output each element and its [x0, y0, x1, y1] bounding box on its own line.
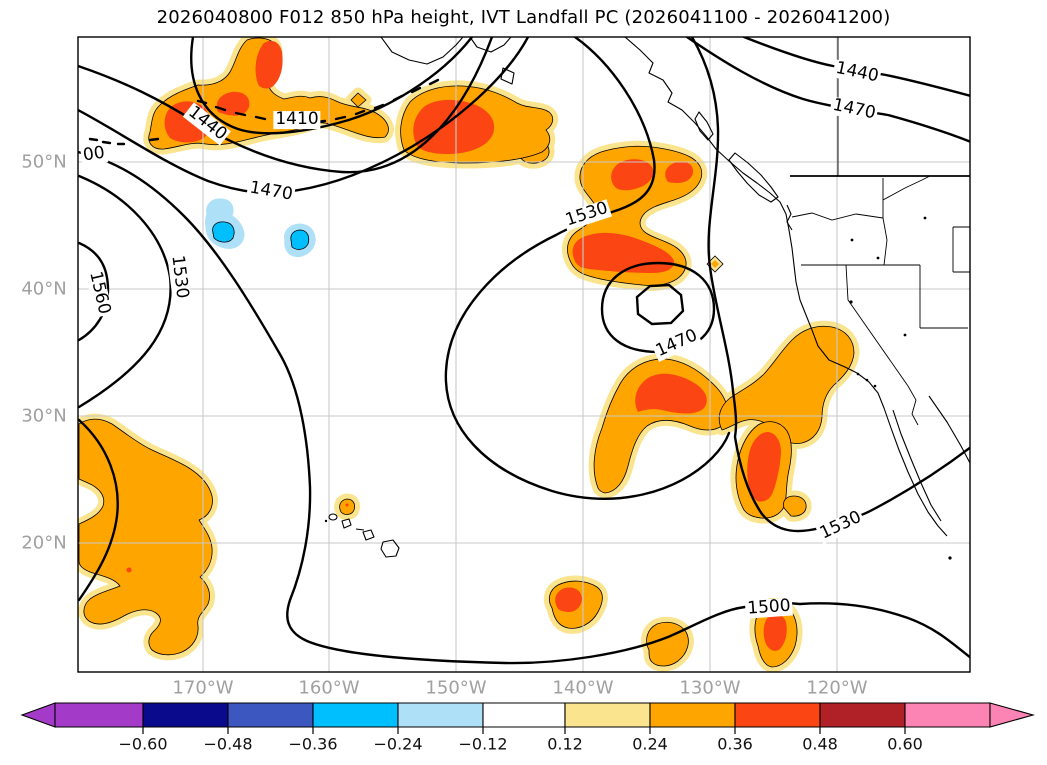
- shade-red-bc-b: [665, 161, 694, 183]
- island-hawaii-big: [380, 539, 400, 558]
- contour-label-1500-9: 1500: [744, 595, 794, 619]
- shade-red-bc-a: [611, 159, 654, 191]
- coast-vancouver-island: [728, 152, 779, 203]
- island-molokai: [355, 528, 365, 531]
- lon-tick-170°W: 170°W: [172, 677, 234, 699]
- shade-red-hawaii-dot: [345, 503, 349, 507]
- contour-southwest-arc: [78, 418, 119, 602]
- shade-orange-sw: [78, 418, 213, 656]
- lake-tahoe-dot: [849, 300, 853, 304]
- island-maui: [362, 529, 375, 541]
- shade-red-offshore: [747, 432, 781, 502]
- lon-tick-160°W: 160°W: [298, 677, 360, 699]
- island-niihau: [324, 519, 328, 523]
- shade-orange-small1: [783, 495, 807, 517]
- colorbar-tick-label-0.60: 0.60: [887, 734, 923, 754]
- colorbar-segment-5: [482, 702, 566, 728]
- contour-low-center-octagon: [635, 283, 685, 326]
- lat-tick-40°N: 40°N: [21, 278, 67, 300]
- contour-label-1410-2: 1410: [273, 109, 321, 130]
- shade-orange-diamond1: [350, 92, 367, 108]
- lon-tick-120°W: 120°W: [806, 677, 868, 699]
- lake-dot-3: [923, 216, 927, 220]
- contour-label-00-0: 00: [80, 142, 108, 166]
- shade-red-trop1: [555, 587, 582, 613]
- island-oahu: [341, 518, 352, 529]
- colorbar: [20, 702, 1036, 734]
- coast-alaska-2: [469, 37, 512, 53]
- contour-1440-west: [78, 37, 494, 174]
- colorbar-segment-8: [734, 702, 821, 728]
- map-dot-5: [948, 556, 952, 560]
- colorbar-tick-label-0.24: 0.24: [632, 734, 668, 754]
- contour-1410-trough: [190, 37, 474, 135]
- colorbar-segment-6: [564, 702, 651, 728]
- shade-red-aleutian-c: [255, 40, 283, 89]
- border-wa-or: [791, 212, 884, 221]
- colorbar-tick-label-0.48: 0.48: [802, 734, 838, 754]
- border-inset-box: [952, 226, 970, 273]
- shade-orange-diamond2: [711, 260, 719, 268]
- contour-1470-low-oval: [600, 261, 716, 354]
- coast-alaska-1: [380, 37, 464, 65]
- colorbar-tick-label-−0.12: −0.12: [458, 734, 508, 754]
- colorbar-segment-4: [397, 702, 484, 728]
- shade-red-subtrop: [635, 373, 707, 414]
- colorbar-tick-label-−0.24: −0.24: [373, 734, 423, 754]
- contour-1500-long: [78, 150, 970, 665]
- colorbar-segment-7: [649, 702, 736, 728]
- channel-island-1: [856, 372, 860, 376]
- contour-1470-northeast: [685, 37, 970, 143]
- shade-cyan-1: [212, 221, 235, 243]
- colorbar-segment-3: [312, 702, 399, 728]
- colorbar-tick-label-0.36: 0.36: [717, 734, 753, 754]
- island-kauai: [328, 513, 338, 521]
- channel-island-2: [865, 378, 869, 382]
- coast-gulf-california: [892, 409, 942, 522]
- lat-tick-50°N: 50°N: [21, 151, 67, 173]
- chart-title: 2026040800 F012 850 hPa height, IVT Land…: [156, 7, 891, 28]
- coast-west-coast: [624, 37, 948, 537]
- lon-tick-130°W: 130°W: [679, 677, 741, 699]
- coast-kodiak: [500, 67, 515, 85]
- contour-1530-spiral: [444, 37, 731, 500]
- lon-tick-140°W: 140°W: [552, 677, 614, 699]
- coastline-layer: [88, 37, 970, 560]
- colorbar-segment-0: [54, 702, 144, 728]
- colorbar-segment-1: [142, 702, 229, 728]
- shade-orange-hawaii: [339, 498, 355, 515]
- colorbar-tick-label-−0.36: −0.36: [288, 734, 338, 754]
- map-frame: [77, 36, 971, 673]
- shade-cyan-2: [290, 229, 310, 250]
- lat-tick-30°N: 30°N: [21, 405, 67, 427]
- shaded-field-layer: [78, 37, 860, 672]
- border-id-mt: [882, 175, 931, 201]
- lake-dot-2: [876, 256, 880, 260]
- border-az-ca-river: [907, 385, 919, 426]
- colorbar-tick-label-0.12: 0.12: [547, 734, 583, 754]
- channel-island-3: [873, 384, 877, 388]
- graticule: [78, 37, 970, 672]
- colorbar-tick-label-−0.60: −0.60: [118, 734, 168, 754]
- colorbar-tick-label-−0.48: −0.48: [203, 734, 253, 754]
- shade-red-trop3: [763, 613, 787, 651]
- colorbar-segment-2: [227, 702, 314, 728]
- coast-puget-sound: [786, 204, 793, 231]
- coast-haida-gwaii: [694, 111, 714, 141]
- lake-dot-4: [903, 333, 907, 337]
- border-or-id: [882, 217, 888, 266]
- shade-red-sw-dot: [126, 567, 132, 573]
- lat-tick-20°N: 20°N: [21, 532, 67, 554]
- colorbar-segment-10: [904, 702, 991, 728]
- lake-dot-1: [850, 238, 854, 242]
- border-ca-nv: [845, 264, 909, 387]
- colorbar-left-arrow: [20, 702, 56, 728]
- colorbar-right-arrow: [989, 702, 1036, 728]
- shade-red-nwpac: [413, 99, 495, 154]
- lon-tick-150°W: 150°W: [425, 677, 487, 699]
- coast-mexico-mainland: [928, 395, 970, 465]
- colorbar-segment-9: [819, 702, 906, 728]
